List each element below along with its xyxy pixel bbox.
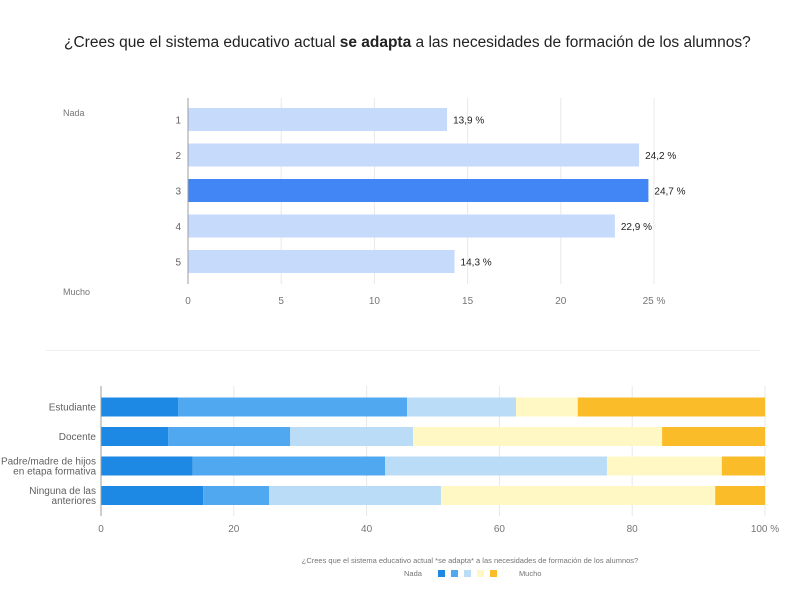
x-tick-label: 0: [185, 296, 191, 307]
title-bold: se adapta: [339, 34, 412, 51]
segment-3: [407, 397, 516, 417]
segment-2: [168, 427, 291, 446]
bar-3: [188, 179, 649, 202]
rating-distribution-chart: 0 5 10 15 20 25 % 13,9 % 1 24,2 % 2 24,7 % 3 22,9 % 4…: [63, 98, 686, 307]
value-label: 24,2 %: [645, 151, 676, 162]
segment-1: [101, 486, 204, 505]
x-tick-label: 15: [462, 296, 474, 307]
question-title: ¿Crees que el sistema educativo actual s…: [64, 34, 751, 52]
segment-5: [721, 456, 765, 476]
segment-1: [101, 427, 169, 446]
x-tick-label: 60: [494, 524, 506, 535]
category-label: en etapa formativa: [13, 467, 96, 478]
x-tick-label: 40: [361, 524, 373, 535]
segment-5: [715, 486, 765, 505]
segment-3: [268, 486, 441, 505]
x-tick-label: 20: [555, 296, 567, 307]
legend-right-label: Mucho: [518, 569, 542, 578]
category-label: Padre/madre de hijos: [1, 457, 96, 468]
category-label: Estudiante: [49, 403, 97, 414]
title-prefix: ¿Crees que el sistema educativo actual: [64, 34, 340, 51]
category-label: anteriores: [52, 496, 96, 507]
category-label: Docente: [59, 432, 97, 443]
category-label: 2: [175, 151, 181, 162]
section-divider: [46, 350, 760, 351]
legend-swatch-1: [437, 570, 445, 577]
legend-swatch-5: [489, 570, 497, 577]
segment-2: [192, 456, 386, 476]
chart-legend: Nada Mucho: [404, 569, 541, 578]
bar-4: [188, 214, 615, 238]
x-tick-label: 80: [627, 524, 639, 535]
category-label: 4: [175, 222, 181, 233]
category-label: 5: [175, 258, 181, 269]
legend-swatch-4: [476, 570, 484, 577]
bar-5: [188, 250, 455, 273]
legend-left-label: Nada: [404, 569, 422, 578]
value-label: 14,3 %: [461, 258, 492, 269]
segment-5: [577, 397, 765, 417]
x-tick-label: 10: [369, 296, 381, 307]
title-suffix: a las necesidades de formación de los al…: [411, 34, 751, 51]
segment-4: [413, 427, 663, 446]
segment-4: [516, 397, 578, 417]
side-label-top: Nada: [63, 108, 85, 118]
segment-3: [385, 456, 607, 476]
segment-2: [203, 486, 269, 505]
bar-1: [188, 108, 448, 131]
x-tick-label: 5: [278, 296, 284, 307]
value-label: 24,7 %: [654, 187, 685, 198]
x-tick-label: 25 %: [643, 296, 666, 307]
category-label: 1: [175, 116, 181, 127]
value-label: 22,9 %: [621, 222, 652, 233]
bar-2: [188, 143, 640, 167]
legend-swatch-2: [450, 570, 458, 577]
segment-2: [178, 397, 408, 417]
x-tick-label: 20: [228, 524, 240, 535]
value-label: 13,9 %: [453, 116, 484, 127]
side-label-bottom: Mucho: [63, 287, 90, 297]
chart-caption: ¿Crees que el sistema educativo actual *…: [301, 556, 639, 565]
segment-1: [101, 456, 193, 476]
segment-1: [101, 397, 179, 417]
category-label: 3: [175, 187, 181, 198]
segment-4: [606, 456, 722, 476]
x-tick-label: 0: [98, 524, 104, 535]
segment-3: [290, 427, 414, 446]
legend-swatch-3: [463, 570, 471, 577]
category-label: Ninguna de las: [29, 486, 96, 497]
segment-5: [662, 427, 765, 446]
x-tick-label: 100 %: [751, 524, 779, 535]
segment-4: [440, 486, 716, 505]
